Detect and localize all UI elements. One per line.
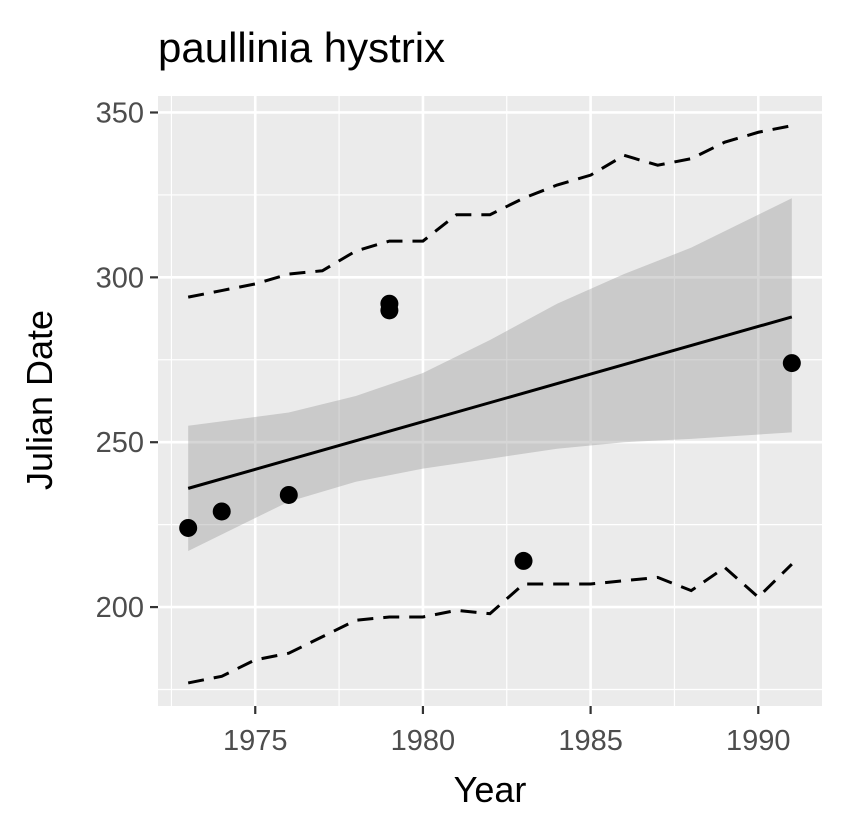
lower-dashed-line <box>187 563 793 685</box>
y-axis: 200 250 300 350 <box>96 97 158 624</box>
data-point <box>782 354 801 373</box>
major-gridlines <box>158 96 822 706</box>
x-tick-label: 1975 <box>223 725 288 757</box>
data-point <box>179 518 198 537</box>
y-tick-label: 250 <box>96 427 144 459</box>
x-axis-title: Year <box>454 769 527 810</box>
minor-gridlines <box>158 96 822 706</box>
x-tick-label: 1980 <box>391 725 456 757</box>
x-axis: 1975 1980 1985 1990 <box>223 706 791 757</box>
plot-panel <box>158 96 822 706</box>
data-point <box>279 485 298 504</box>
y-tick-label: 200 <box>96 592 144 624</box>
confidence-band <box>188 198 792 552</box>
data-point <box>212 502 231 521</box>
x-tick-label: 1990 <box>726 725 791 757</box>
data-point <box>514 551 533 570</box>
y-tick-label: 300 <box>96 262 144 294</box>
y-axis-title: Julian Date <box>19 310 60 490</box>
chart-title: paullinia hystrix <box>158 24 445 71</box>
data-points <box>179 294 801 570</box>
data-point <box>380 301 399 320</box>
upper-dashed-line <box>187 124 793 299</box>
x-tick-label: 1985 <box>558 725 623 757</box>
trend-line <box>187 315 793 490</box>
y-tick-label: 350 <box>96 97 144 129</box>
